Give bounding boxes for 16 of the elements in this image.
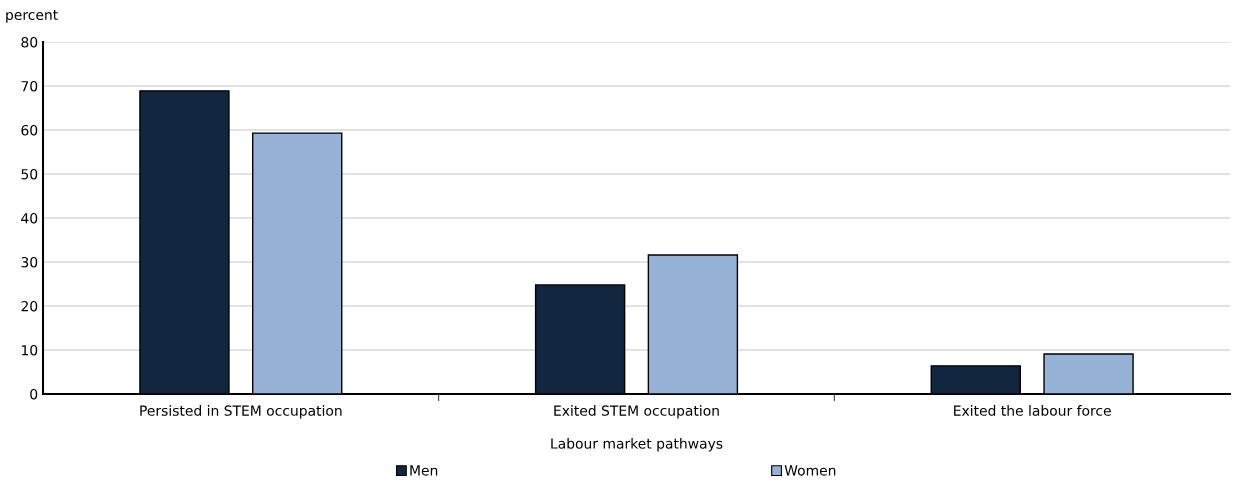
- y-tick-label: 40: [21, 212, 38, 224]
- legend-label: Women: [784, 465, 836, 476]
- y-tick-label: 0: [30, 388, 38, 400]
- y-tick-label: 70: [21, 80, 38, 92]
- y-tick-label: 80: [21, 36, 38, 48]
- x-tick-label: Exited STEM occupation: [554, 405, 719, 419]
- y-tick-label: 20: [21, 300, 38, 312]
- legend-label: Men: [410, 465, 438, 476]
- x-tick-label: Persisted in STEM occupation: [140, 405, 342, 419]
- y-tick-label: 50: [21, 168, 38, 180]
- x-tick-label: Exited the labour force: [954, 405, 1111, 416]
- y-tick-label: 10: [21, 344, 38, 356]
- y-tick-label: 60: [21, 124, 38, 136]
- x-axis-title: Labour market pathways: [551, 438, 723, 452]
- y-tick-label: 30: [21, 256, 38, 268]
- y-axis-title: percent: [6, 10, 58, 23]
